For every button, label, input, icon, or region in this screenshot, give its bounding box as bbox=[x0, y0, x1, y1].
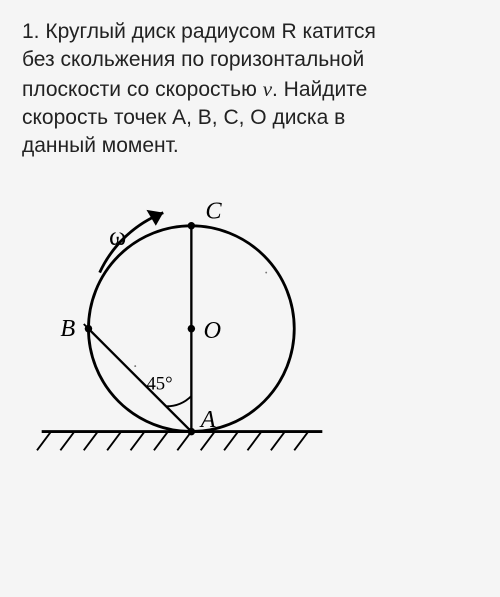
a-label: A bbox=[199, 406, 216, 433]
rolling-disk-svg: ω C B O A 45° bbox=[32, 179, 332, 469]
problem-line3: плоскости со скоростью bbox=[22, 78, 263, 101]
ground-hatching bbox=[37, 431, 308, 450]
angle-label: 45° bbox=[146, 373, 172, 394]
point-a bbox=[188, 428, 195, 435]
problem-text: 1. Круглый диск радиусом R катится без с… bbox=[22, 18, 478, 161]
problem-number: 1. bbox=[22, 20, 40, 43]
point-o bbox=[188, 325, 195, 332]
velocity-symbol: v bbox=[263, 77, 272, 101]
omega-label: ω bbox=[109, 221, 126, 250]
problem-line2: без скольжения по горизонтальной bbox=[22, 48, 364, 71]
noise-dot bbox=[134, 365, 136, 367]
c-label: C bbox=[205, 197, 222, 224]
problem-line1: Круглый диск радиусом R катится bbox=[45, 20, 376, 43]
problem-line5: данный момент. bbox=[22, 134, 179, 157]
problem-line3b: . Найдите bbox=[272, 78, 367, 101]
o-label: O bbox=[204, 317, 222, 344]
point-c bbox=[188, 222, 195, 229]
angle-arc bbox=[166, 396, 191, 406]
chord-ab bbox=[88, 328, 191, 431]
noise-dot bbox=[265, 271, 267, 273]
diagram: ω C B O A 45° bbox=[32, 179, 332, 469]
b-label: B bbox=[60, 315, 75, 342]
problem-line4: скорость точек A, B, C, O диска в bbox=[22, 106, 345, 129]
